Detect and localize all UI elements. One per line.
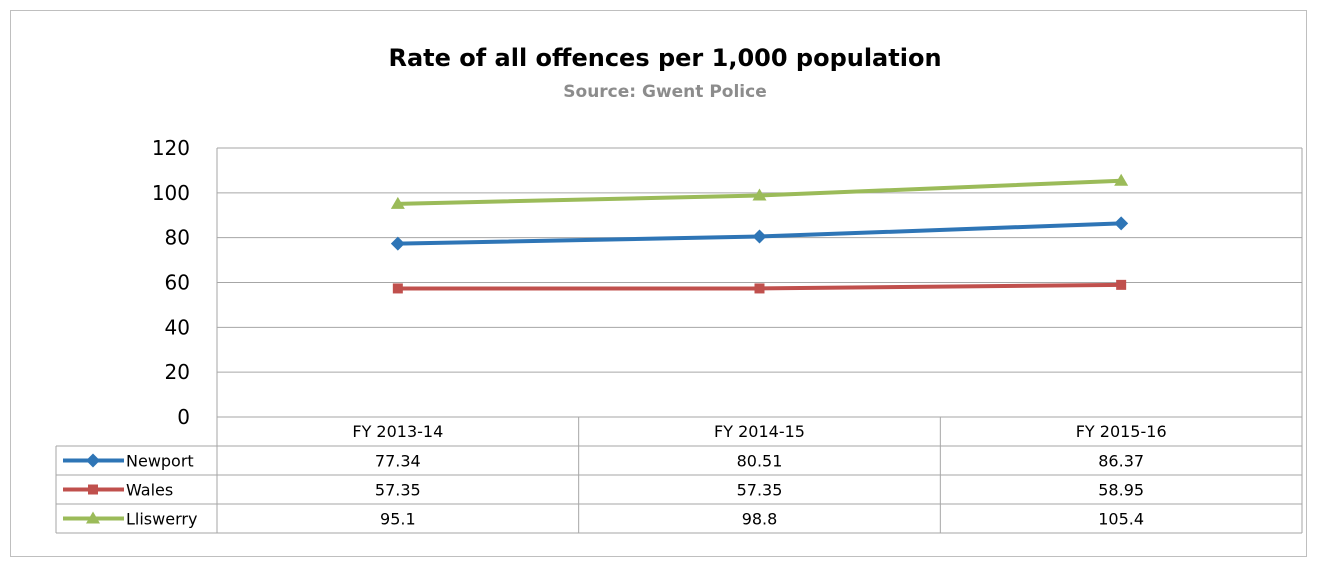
data-label: 95.1 <box>380 510 416 529</box>
data-label: 80.51 <box>737 452 783 471</box>
data-label: 58.95 <box>1098 481 1144 500</box>
data-point <box>1114 216 1129 231</box>
y-tick-label: 100 <box>152 181 190 205</box>
legend-label: Wales <box>126 481 173 500</box>
data-point <box>390 236 405 251</box>
chart-frame <box>10 10 1307 557</box>
y-tick-label: 80 <box>165 226 190 250</box>
data-point <box>392 283 403 294</box>
data-label: 57.35 <box>737 481 783 500</box>
data-point <box>752 229 767 244</box>
data-label: 105.4 <box>1098 510 1144 529</box>
y-tick-label: 40 <box>165 315 190 339</box>
y-tick-label: 60 <box>165 271 190 295</box>
x-tick-label: FY 2015-16 <box>1076 422 1167 441</box>
data-label: 77.34 <box>375 452 421 471</box>
data-point <box>754 283 765 294</box>
data-point <box>390 196 405 209</box>
y-tick-label: 120 <box>152 136 190 160</box>
chart-title: Rate of all offences per 1,000 populatio… <box>388 44 942 72</box>
data-label: 98.8 <box>742 510 778 529</box>
data-label: 57.35 <box>375 481 421 500</box>
x-tick-label: FY 2014-15 <box>714 422 805 441</box>
data-point <box>86 453 100 468</box>
legend-label: Lliswerry <box>126 510 197 529</box>
data-label: 86.37 <box>1098 452 1144 471</box>
data-point <box>88 484 98 495</box>
chart-subtitle: Source: Gwent Police <box>563 82 767 102</box>
data-point <box>1116 279 1127 290</box>
data-point <box>752 188 767 201</box>
y-tick-label: 20 <box>165 360 190 384</box>
x-tick-label: FY 2013-14 <box>352 422 443 441</box>
y-tick-label: 0 <box>177 405 190 429</box>
data-point <box>1114 173 1129 186</box>
legend-label: Newport <box>126 452 194 471</box>
data-point <box>86 511 100 524</box>
